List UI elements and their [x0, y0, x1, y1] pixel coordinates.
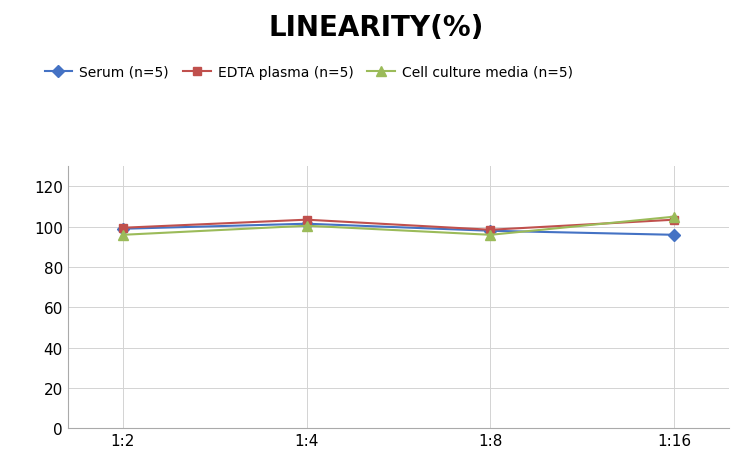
Cell culture media (n=5): [302, 224, 311, 229]
Serum (n=5): [302, 221, 311, 227]
Serum (n=5): [670, 233, 679, 238]
Legend: Serum (n=5), EDTA plasma (n=5), Cell culture media (n=5): Serum (n=5), EDTA plasma (n=5), Cell cul…: [44, 65, 573, 79]
Line: EDTA plasma (n=5): EDTA plasma (n=5): [119, 216, 678, 235]
Serum (n=5): [486, 229, 495, 234]
EDTA plasma (n=5): [486, 228, 495, 233]
Cell culture media (n=5): [486, 233, 495, 238]
EDTA plasma (n=5): [670, 217, 679, 223]
EDTA plasma (n=5): [302, 217, 311, 223]
Line: Cell culture media (n=5): Cell culture media (n=5): [118, 212, 679, 240]
Cell culture media (n=5): [118, 233, 127, 238]
Cell culture media (n=5): [670, 215, 679, 220]
EDTA plasma (n=5): [118, 226, 127, 231]
Text: LINEARITY(%): LINEARITY(%): [268, 14, 484, 41]
Serum (n=5): [118, 226, 127, 232]
Line: Serum (n=5): Serum (n=5): [119, 220, 678, 239]
